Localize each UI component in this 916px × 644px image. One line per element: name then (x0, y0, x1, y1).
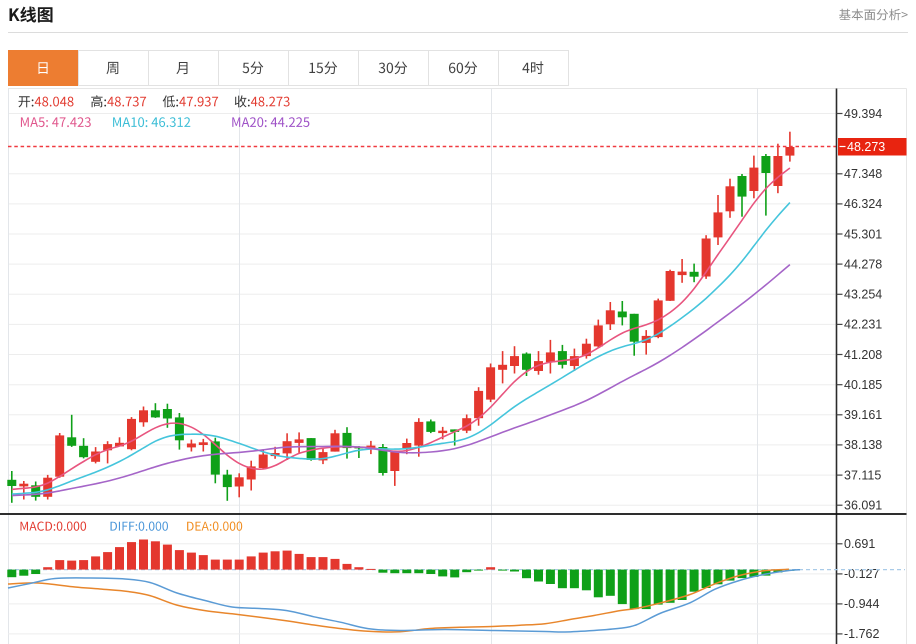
svg-text:-0.944: -0.944 (844, 597, 879, 611)
svg-text:47.348: 47.348 (844, 167, 882, 181)
svg-text:-0.127: -0.127 (844, 567, 879, 581)
svg-text:46.324: 46.324 (844, 197, 882, 211)
svg-text:43.254: 43.254 (844, 288, 882, 302)
svg-text:49.394: 49.394 (844, 107, 882, 121)
svg-text:48.273: 48.273 (847, 140, 885, 154)
svg-text:38.138: 38.138 (844, 438, 882, 452)
svg-text:36.091: 36.091 (844, 499, 882, 513)
svg-text:44.278: 44.278 (844, 257, 882, 271)
svg-text:40.185: 40.185 (844, 378, 882, 392)
svg-text:45.301: 45.301 (844, 227, 882, 241)
svg-text:37.115: 37.115 (844, 468, 881, 482)
svg-text:-1.762: -1.762 (844, 627, 879, 641)
svg-text:41.208: 41.208 (844, 348, 882, 362)
svg-text:39.161: 39.161 (844, 408, 882, 422)
svg-text:42.231: 42.231 (844, 318, 882, 332)
svg-text:0.691: 0.691 (844, 537, 875, 551)
